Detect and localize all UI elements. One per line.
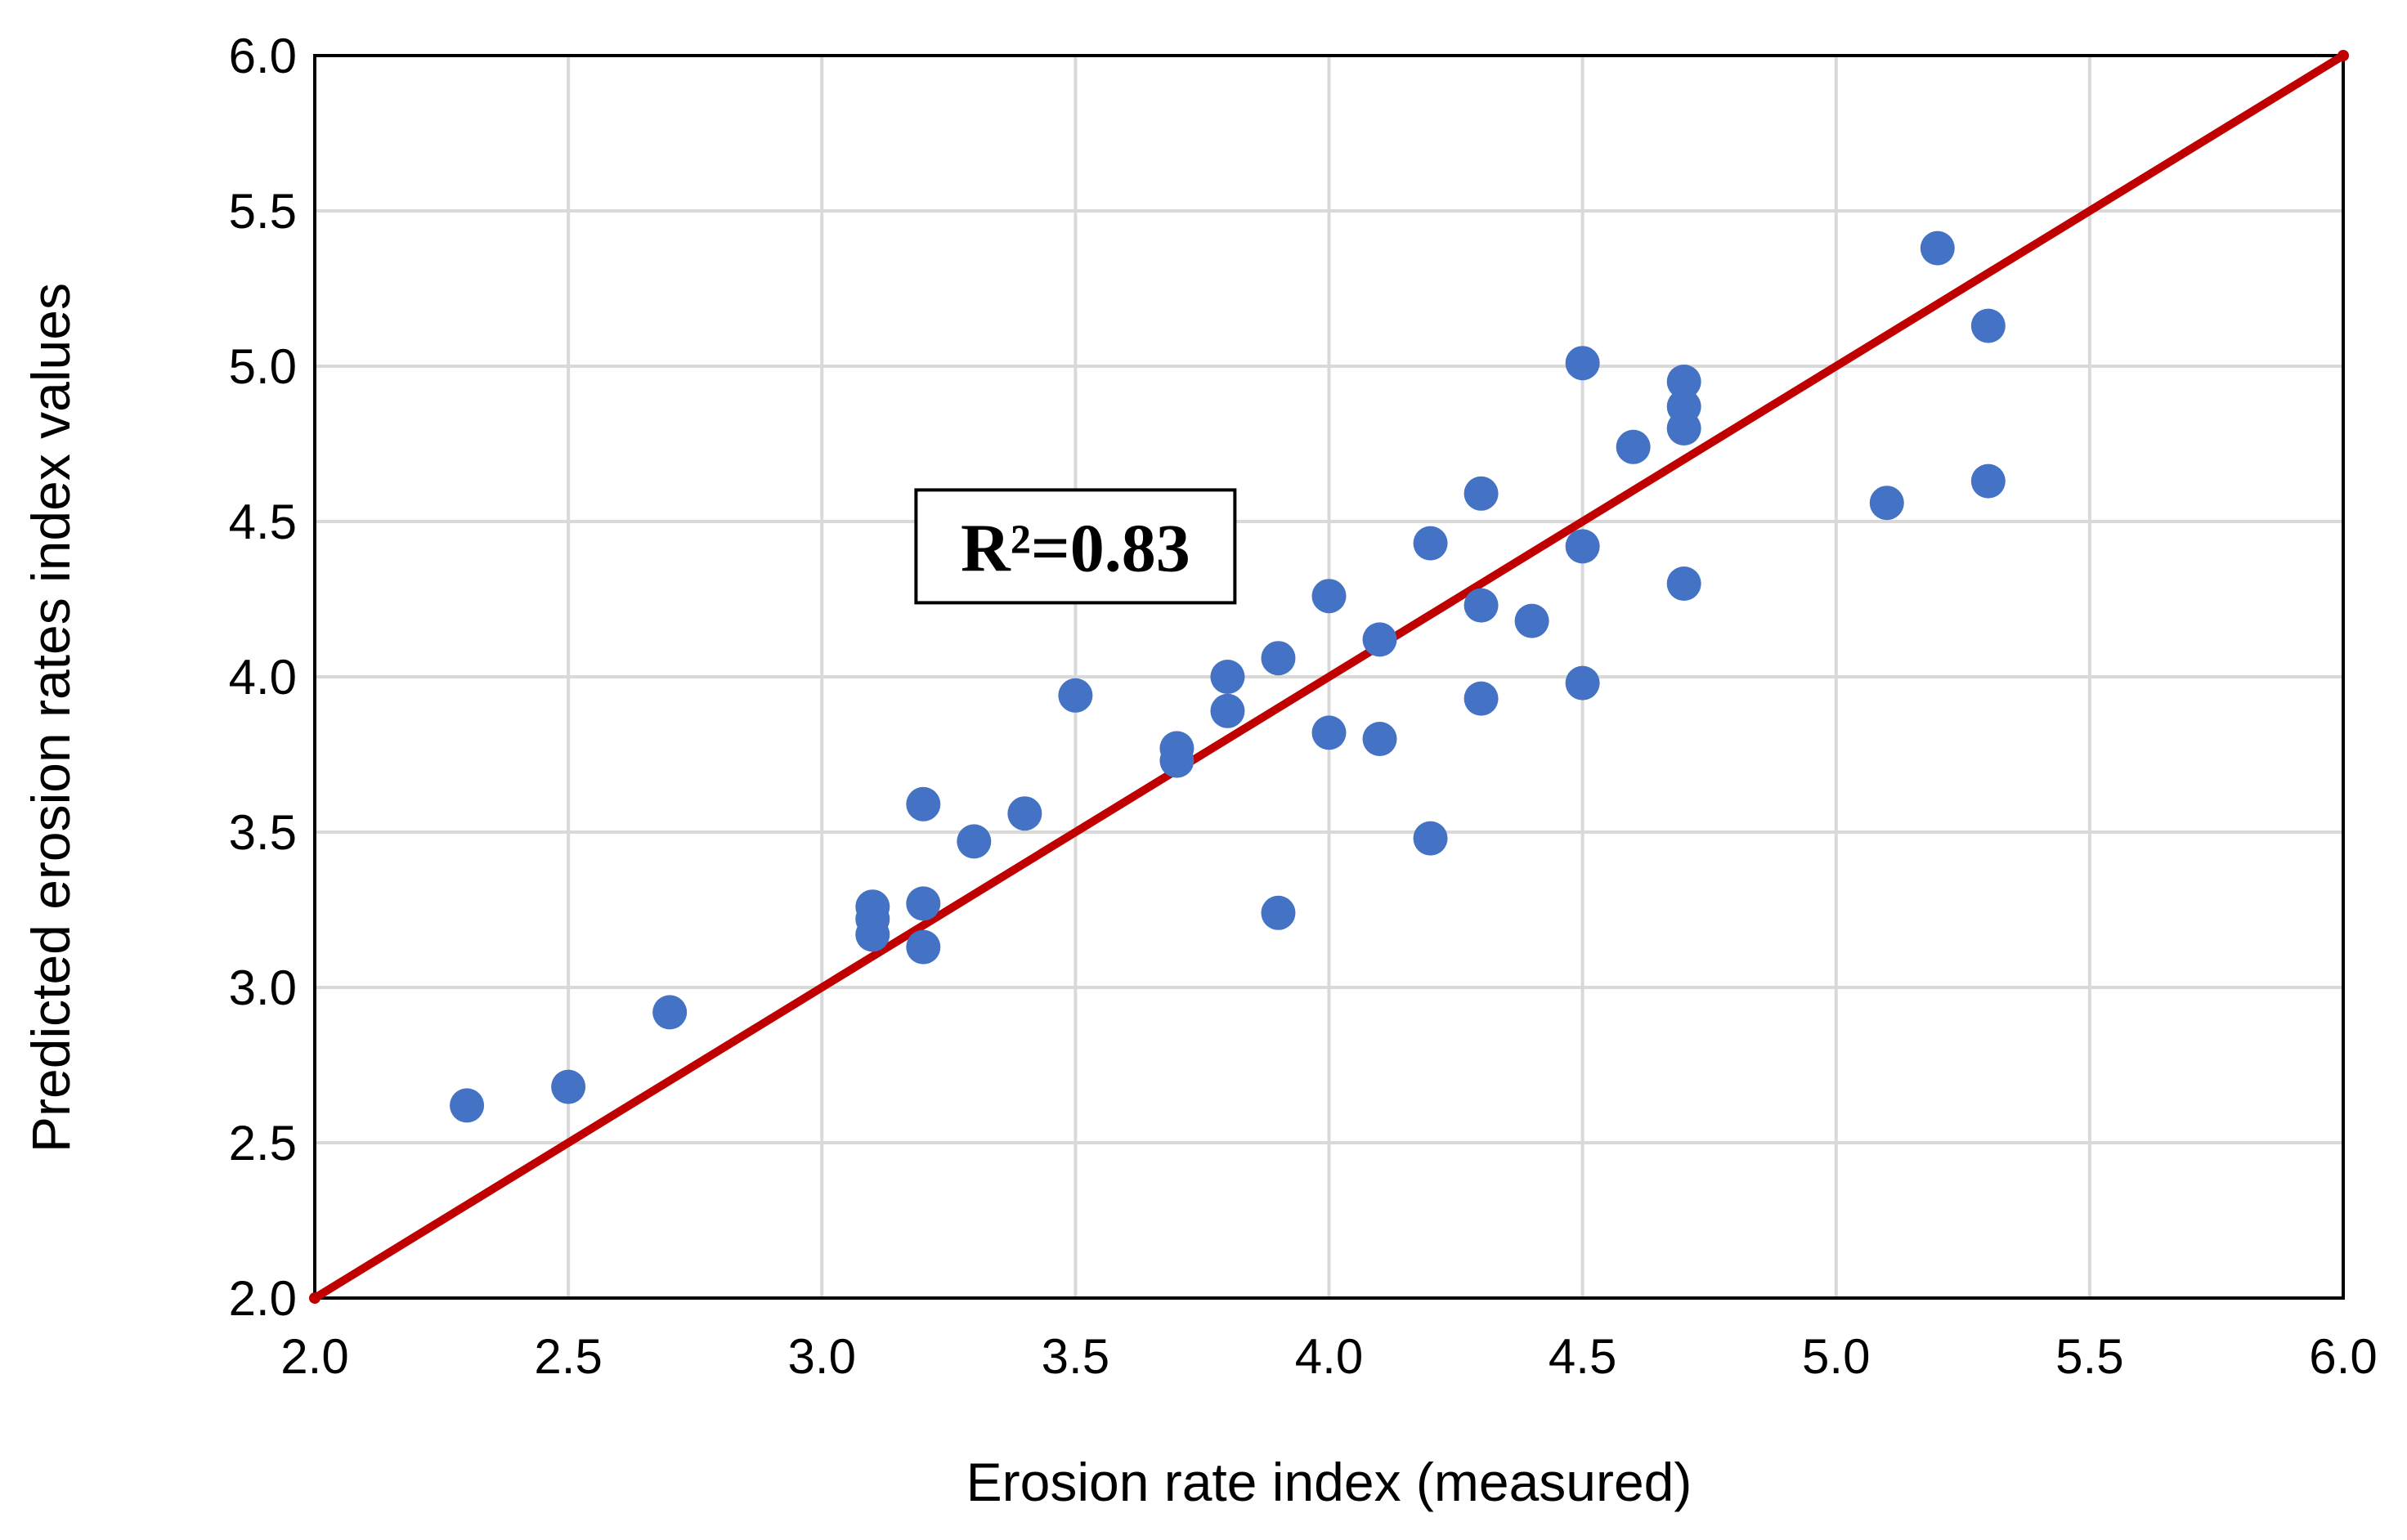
data-point-38: [1970, 308, 2006, 343]
data-point-20: [1362, 622, 1397, 657]
data-point-22: [1413, 526, 1448, 561]
data-point-18: [1311, 579, 1347, 614]
reference-line-layer: [309, 50, 2349, 1304]
x-tick-label-0: 2.0: [280, 1329, 348, 1384]
data-point-23: [1413, 821, 1448, 856]
data-point-1: [551, 1069, 586, 1104]
y-tick-label-0: 2.0: [229, 1271, 297, 1326]
data-point-0: [450, 1088, 485, 1123]
y-tick-label-4: 4.0: [229, 650, 297, 705]
data-point-8: [906, 929, 941, 965]
data-point-9: [957, 824, 992, 859]
x-axis-title: Erosion rate index (measured): [966, 1452, 1692, 1512]
data-point-27: [1514, 603, 1549, 638]
data-point-31: [1616, 429, 1651, 464]
data-point-2: [652, 995, 688, 1030]
x-tick-label-3: 3.5: [1042, 1329, 1109, 1384]
data-point-10: [1007, 796, 1042, 831]
data-point-37: [1920, 231, 1955, 266]
y-tick-label-7: 5.5: [229, 184, 297, 239]
reference-line: [311, 51, 2347, 1302]
reference-line-end: [2338, 50, 2349, 61]
y-tick-label-8: 6.0: [229, 29, 297, 83]
data-point-5: [855, 917, 890, 952]
data-point-39: [1970, 463, 2006, 499]
data-point-11: [1058, 678, 1093, 713]
data-point-25: [1463, 588, 1499, 623]
plot-border: [313, 54, 2345, 1300]
annotation-layer: R²=0.83: [914, 488, 1237, 605]
y-tick-label-6: 5.0: [229, 339, 297, 394]
data-point-32: [1666, 365, 1701, 399]
x-tick-label-8: 6.0: [2309, 1329, 2377, 1384]
data-point-30: [1565, 665, 1600, 701]
data-point-19: [1311, 715, 1347, 750]
data-point-28: [1565, 346, 1600, 381]
data-point-26: [1463, 681, 1499, 716]
data-point-29: [1565, 529, 1600, 564]
data-point-21: [1362, 722, 1397, 756]
tick-labels: 2.0 2.5 3.0 3.5 4.0 4.5 5.0 5.5 6.0 2.0 2.5 3.0 3.5 4…: [229, 29, 2378, 1384]
x-tick-label-2: 3.0: [788, 1329, 856, 1384]
reference-line-start: [309, 1292, 320, 1304]
y-tick-label-1: 2.5: [229, 1116, 297, 1171]
x-tick-label-7: 5.5: [2055, 1329, 2123, 1384]
data-point-16: [1261, 641, 1296, 676]
data-point-36: [1869, 486, 1904, 521]
data-point-35: [1666, 566, 1701, 601]
data-points: [450, 231, 2006, 1123]
y-tick-label-3: 3.5: [229, 805, 297, 860]
y-axis-title: Predicted erosion rates index values: [20, 283, 81, 1153]
data-point-34: [1666, 411, 1701, 445]
x-tick-label-5: 4.5: [1549, 1329, 1616, 1384]
data-point-17: [1261, 895, 1296, 930]
data-point-13: [1159, 743, 1195, 778]
y-tick-label-2: 3.0: [229, 960, 297, 1015]
data-point-7: [906, 886, 941, 921]
x-tick-label-6: 5.0: [1802, 1329, 1870, 1384]
x-tick-label-4: 4.0: [1295, 1329, 1363, 1384]
axis-titles: Erosion rate index (measured) Predicted …: [20, 283, 1692, 1512]
y-tick-label-5: 4.5: [229, 495, 297, 549]
r-squared-label: R²=0.83: [961, 510, 1190, 586]
data-point-6: [906, 786, 941, 821]
plot-frame: [313, 54, 2345, 1300]
x-tick-label-1: 2.5: [534, 1329, 602, 1384]
data-point-15: [1210, 693, 1245, 728]
data-point-24: [1463, 476, 1499, 511]
annotation-box: [914, 488, 1237, 605]
data-point-14: [1210, 660, 1245, 694]
